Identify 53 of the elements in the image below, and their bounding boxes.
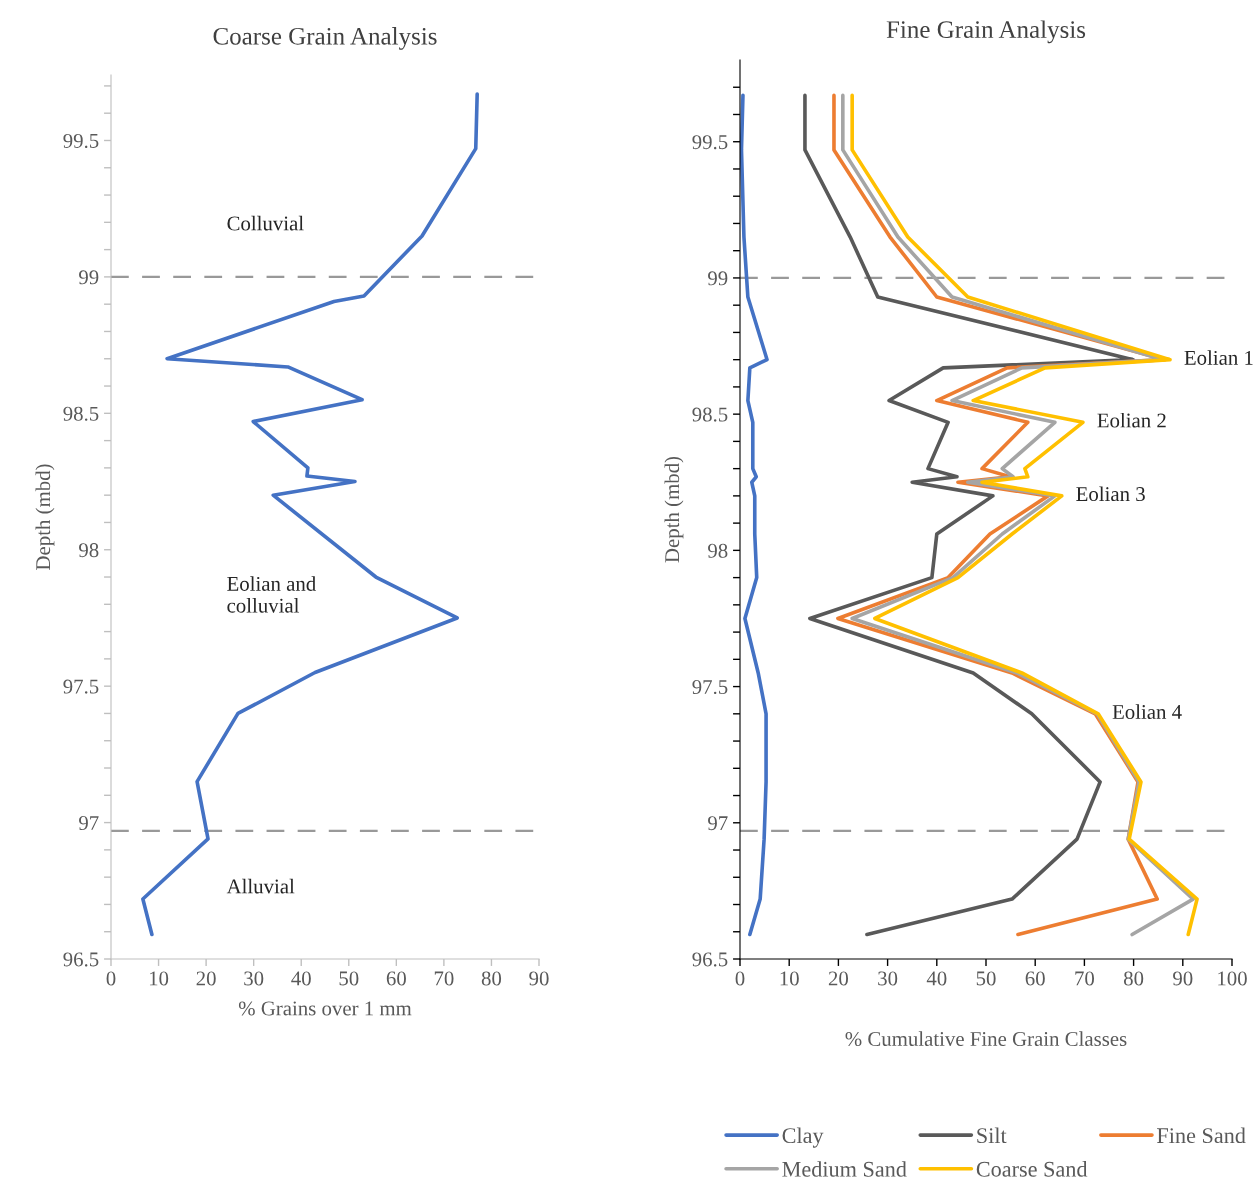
x-tick-label: 80 [481, 971, 502, 986]
chart-title: Coarse Grain Analysis [213, 27, 437, 50]
annotation: Eolian 1 [1184, 350, 1253, 365]
annotation: Eolian 2 [1097, 412, 1166, 428]
y-tick-label: 99.5 [63, 133, 99, 149]
legend-label: Silt [977, 1127, 1007, 1144]
annotation: Eolian 3 [1076, 486, 1145, 502]
y-tick-label: 96.5 [63, 952, 99, 967]
y-tick-label: 97 [708, 816, 728, 831]
annotation: Alluvial [226, 878, 295, 894]
x-tick-label: 100 [1218, 971, 1247, 986]
x-tick-label: 90 [529, 971, 549, 986]
x-tick-label: 40 [926, 971, 947, 986]
legend-label: Coarse Sand [976, 1161, 1088, 1177]
annotation: Eolian 4 [1112, 704, 1182, 720]
legend-label: Clay [782, 1127, 824, 1148]
y-axis-title: Depth (mbd) [35, 464, 55, 570]
x-tick-label: 30 [878, 971, 898, 986]
x-tick-label: 40 [291, 971, 311, 986]
x-tick-label: 80 [1123, 971, 1144, 986]
x-tick-label: 20 [196, 971, 216, 986]
x-tick-label: 10 [149, 971, 169, 986]
chart-title: Fine Grain Analysis [886, 20, 1086, 44]
y-axis-title: Depth (mbd) [664, 456, 684, 563]
y-tick-label: 99.5 [692, 135, 728, 150]
y-tick-label: 98.5 [692, 407, 728, 422]
legend-label: Fine Sand [1157, 1127, 1246, 1144]
x-tick-label: 60 [386, 971, 406, 986]
y-tick-label: 99 [708, 271, 728, 286]
x-tick-label: 60 [1025, 971, 1045, 986]
x-tick-label: 90 [1173, 971, 1193, 986]
x-tick-label: 20 [828, 971, 849, 986]
y-tick-label: 97 [79, 816, 99, 831]
x-tick-label: 30 [244, 971, 264, 986]
x-tick-label: 70 [1075, 971, 1095, 986]
x-tick-label: 50 [339, 971, 359, 986]
x-axis-title: % Cumulative Fine Grain Classes [845, 1031, 1127, 1047]
y-tick-label: 98 [708, 543, 728, 558]
y-tick-label: 98.5 [63, 406, 99, 421]
annotation: Eolian and colluvial [227, 576, 316, 613]
x-tick-label: 10 [780, 971, 799, 986]
y-tick-label: 97.5 [692, 680, 728, 695]
x-tick-label: 0 [735, 971, 745, 986]
y-tick-label: 97.5 [63, 679, 99, 694]
x-tick-label: 0 [106, 971, 116, 986]
x-tick-label: 50 [976, 971, 996, 986]
y-tick-label: 98 [79, 543, 99, 558]
x-axis-title: % Grains over 1 mm [238, 1001, 412, 1016]
annotation: Colluvial [227, 215, 304, 231]
x-tick-label: 70 [434, 971, 454, 986]
y-tick-label: 96.5 [692, 952, 728, 967]
y-tick-label: 99 [79, 270, 99, 285]
legend-label: Medium Sand [782, 1161, 907, 1177]
